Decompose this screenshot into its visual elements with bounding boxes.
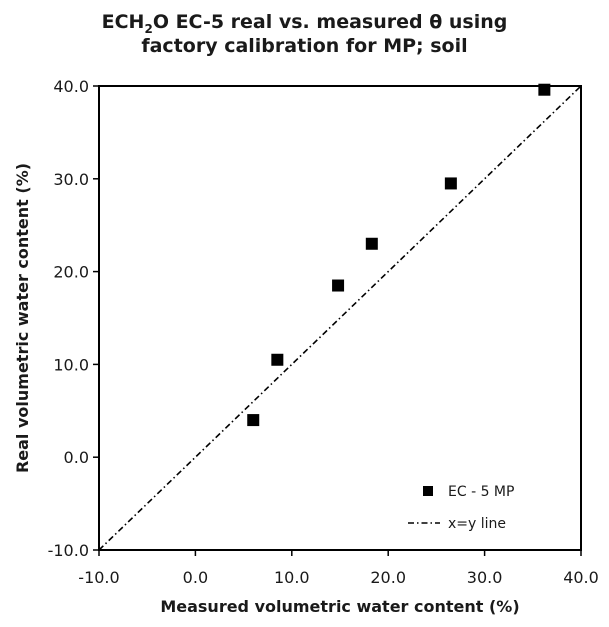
legend: EC - 5 MP x=y line — [408, 484, 514, 532]
chart-title: ECH2O EC-5 real vs. measured θ using fac… — [0, 10, 609, 58]
reference-line-group — [98, 85, 582, 551]
x-axis-title: Measured volumetric water content (%) — [160, 597, 519, 616]
legend-marker-square — [423, 486, 433, 496]
data-point — [538, 83, 551, 96]
y-tick-label: 30.0 — [53, 170, 89, 189]
data-point — [247, 414, 260, 427]
data-point — [365, 237, 378, 250]
x-tick-label: -10.0 — [78, 568, 119, 587]
y-tick-label: -10.0 — [48, 541, 89, 560]
x-tick-label: 40.0 — [563, 568, 599, 587]
legend-label-series: EC - 5 MP — [448, 484, 514, 500]
y-tick-label: 0.0 — [64, 448, 89, 467]
data-point — [444, 177, 457, 190]
x-tick-label: 0.0 — [183, 568, 208, 587]
data-point — [271, 353, 284, 366]
data-points — [247, 83, 551, 427]
data-point — [332, 279, 345, 292]
legend-label-reference: x=y line — [448, 516, 506, 532]
x-tick-label: 30.0 — [467, 568, 503, 587]
reference-line-x-equals-y — [98, 85, 582, 551]
y-axis-title: Real volumetric water content (%) — [13, 163, 32, 473]
plot-area-frame — [98, 85, 582, 551]
x-axis-ticks: -10.0 0.0 10.0 20.0 30.0 40.0 — [78, 550, 599, 587]
y-axis-ticks: -10.0 0.0 10.0 20.0 30.0 40.0 — [48, 77, 99, 560]
title-prefix: ECH — [101, 11, 145, 33]
chart-title-line-1: ECH2O EC-5 real vs. measured θ using — [0, 10, 609, 36]
y-tick-label: 20.0 — [53, 263, 89, 282]
x-tick-label: 20.0 — [370, 568, 406, 587]
title-rest: O EC-5 real vs. measured θ using — [152, 11, 508, 33]
chart-title-line-2: factory calibration for MP; soil — [141, 35, 468, 57]
y-tick-label: 10.0 — [53, 355, 89, 374]
y-tick-label: 40.0 — [53, 77, 89, 96]
title-subscript: 2 — [144, 21, 153, 36]
x-tick-label: 10.0 — [274, 568, 310, 587]
